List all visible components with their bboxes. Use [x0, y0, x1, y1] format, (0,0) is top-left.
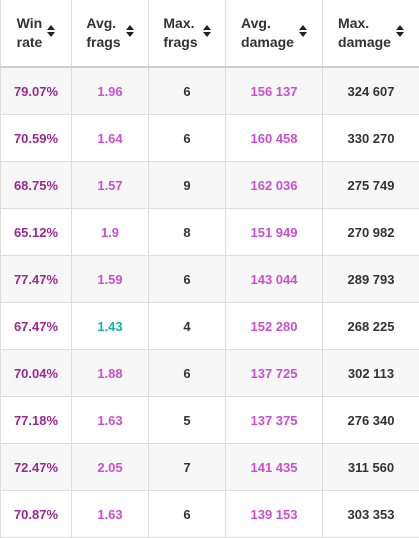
max-damage-cell: 311 560 [322, 443, 419, 491]
table-row: 70.59% 1.64 6 160 458 330 270 [0, 114, 419, 162]
avg-frags-cell: 2.05 [71, 443, 149, 491]
max-damage-cell: 270 982 [322, 208, 419, 256]
avg-frags-cell: 1.43 [71, 302, 149, 350]
avg-damage-cell: 141 435 [225, 443, 323, 491]
table-row: 77.47% 1.59 6 143 044 289 793 [0, 255, 419, 303]
column-header-label: Win rate [16, 15, 43, 50]
win-rate-cell: 68.75% [0, 161, 72, 209]
max-damage-cell: 276 340 [322, 396, 419, 444]
max-frags-cell: 6 [148, 255, 226, 303]
avg-damage-cell: 151 949 [225, 208, 323, 256]
win-rate-cell: 77.18% [0, 396, 72, 444]
win-rate-cell: 65.12% [0, 208, 72, 256]
max-frags-cell: 7 [148, 443, 226, 491]
win-rate-cell: 70.04% [0, 349, 72, 397]
sort-icon[interactable] [298, 25, 307, 37]
win-rate-cell: 70.59% [0, 114, 72, 162]
max-frags-cell: 4 [148, 302, 226, 350]
avg-damage-cell: 162 036 [225, 161, 323, 209]
avg-damage-cell: 139 153 [225, 490, 323, 538]
header-row: Win rate Avg. frags Max. frags Avg. damage [0, 0, 419, 68]
avg-damage-cell: 137 375 [225, 396, 323, 444]
avg-frags-cell: 1.96 [71, 66, 149, 115]
table-row: 67.47% 1.43 4 152 280 268 225 [0, 302, 419, 350]
max-frags-cell: 5 [148, 396, 226, 444]
column-header-label: Max. damage [338, 15, 391, 50]
max-damage-cell: 330 270 [322, 114, 419, 162]
column-header-label: Avg. damage [241, 15, 294, 50]
column-header-max-frags[interactable]: Max. frags [148, 0, 226, 68]
max-frags-cell: 6 [148, 114, 226, 162]
table-row: 70.87% 1.63 6 139 153 303 353 [0, 490, 419, 538]
table-row: 72.47% 2.05 7 141 435 311 560 [0, 443, 419, 491]
table-row: 77.18% 1.63 5 137 375 276 340 [0, 396, 419, 444]
column-header-avg-damage[interactable]: Avg. damage [225, 0, 323, 68]
win-rate-cell: 72.47% [0, 443, 72, 491]
sort-icon[interactable] [395, 25, 404, 37]
sort-icon[interactable] [202, 25, 211, 37]
win-rate-cell: 79.07% [0, 66, 72, 115]
table-row: 79.07% 1.96 6 156 137 324 607 [0, 66, 419, 115]
table-row: 65.12% 1.9 8 151 949 270 982 [0, 208, 419, 256]
column-header-max-damage[interactable]: Max. damage [322, 0, 419, 68]
avg-damage-cell: 152 280 [225, 302, 323, 350]
table-row: 70.04% 1.88 6 137 725 302 113 [0, 349, 419, 397]
win-rate-cell: 67.47% [0, 302, 72, 350]
avg-damage-cell: 137 725 [225, 349, 323, 397]
win-rate-cell: 70.87% [0, 490, 72, 538]
avg-frags-cell: 1.59 [71, 255, 149, 303]
win-rate-cell: 77.47% [0, 255, 72, 303]
avg-frags-cell: 1.9 [71, 208, 149, 256]
max-frags-cell: 6 [148, 349, 226, 397]
avg-frags-cell: 1.88 [71, 349, 149, 397]
avg-damage-cell: 156 137 [225, 66, 323, 115]
max-frags-cell: 6 [148, 490, 226, 538]
column-header-label: Avg. frags [86, 15, 121, 50]
sort-icon[interactable] [47, 25, 56, 37]
max-frags-cell: 9 [148, 161, 226, 209]
max-damage-cell: 275 749 [322, 161, 419, 209]
table-body: 79.07% 1.96 6 156 137 324 607 70.59% 1.6… [0, 66, 419, 538]
column-header-label: Max. frags [163, 15, 198, 50]
max-damage-cell: 289 793 [322, 255, 419, 303]
max-damage-cell: 303 353 [322, 490, 419, 538]
avg-frags-cell: 1.63 [71, 490, 149, 538]
avg-frags-cell: 1.64 [71, 114, 149, 162]
table-row: 68.75% 1.57 9 162 036 275 749 [0, 161, 419, 209]
avg-frags-cell: 1.57 [71, 161, 149, 209]
max-frags-cell: 8 [148, 208, 226, 256]
avg-damage-cell: 143 044 [225, 255, 323, 303]
table-header: Win rate Avg. frags Max. frags Avg. damage [0, 0, 419, 68]
max-frags-cell: 6 [148, 66, 226, 115]
sort-icon[interactable] [125, 25, 134, 37]
avg-damage-cell: 160 458 [225, 114, 323, 162]
avg-frags-cell: 1.63 [71, 396, 149, 444]
max-damage-cell: 268 225 [322, 302, 419, 350]
column-header-avg-frags[interactable]: Avg. frags [71, 0, 149, 68]
column-header-win-rate[interactable]: Win rate [0, 0, 72, 68]
max-damage-cell: 302 113 [322, 349, 419, 397]
max-damage-cell: 324 607 [322, 66, 419, 115]
